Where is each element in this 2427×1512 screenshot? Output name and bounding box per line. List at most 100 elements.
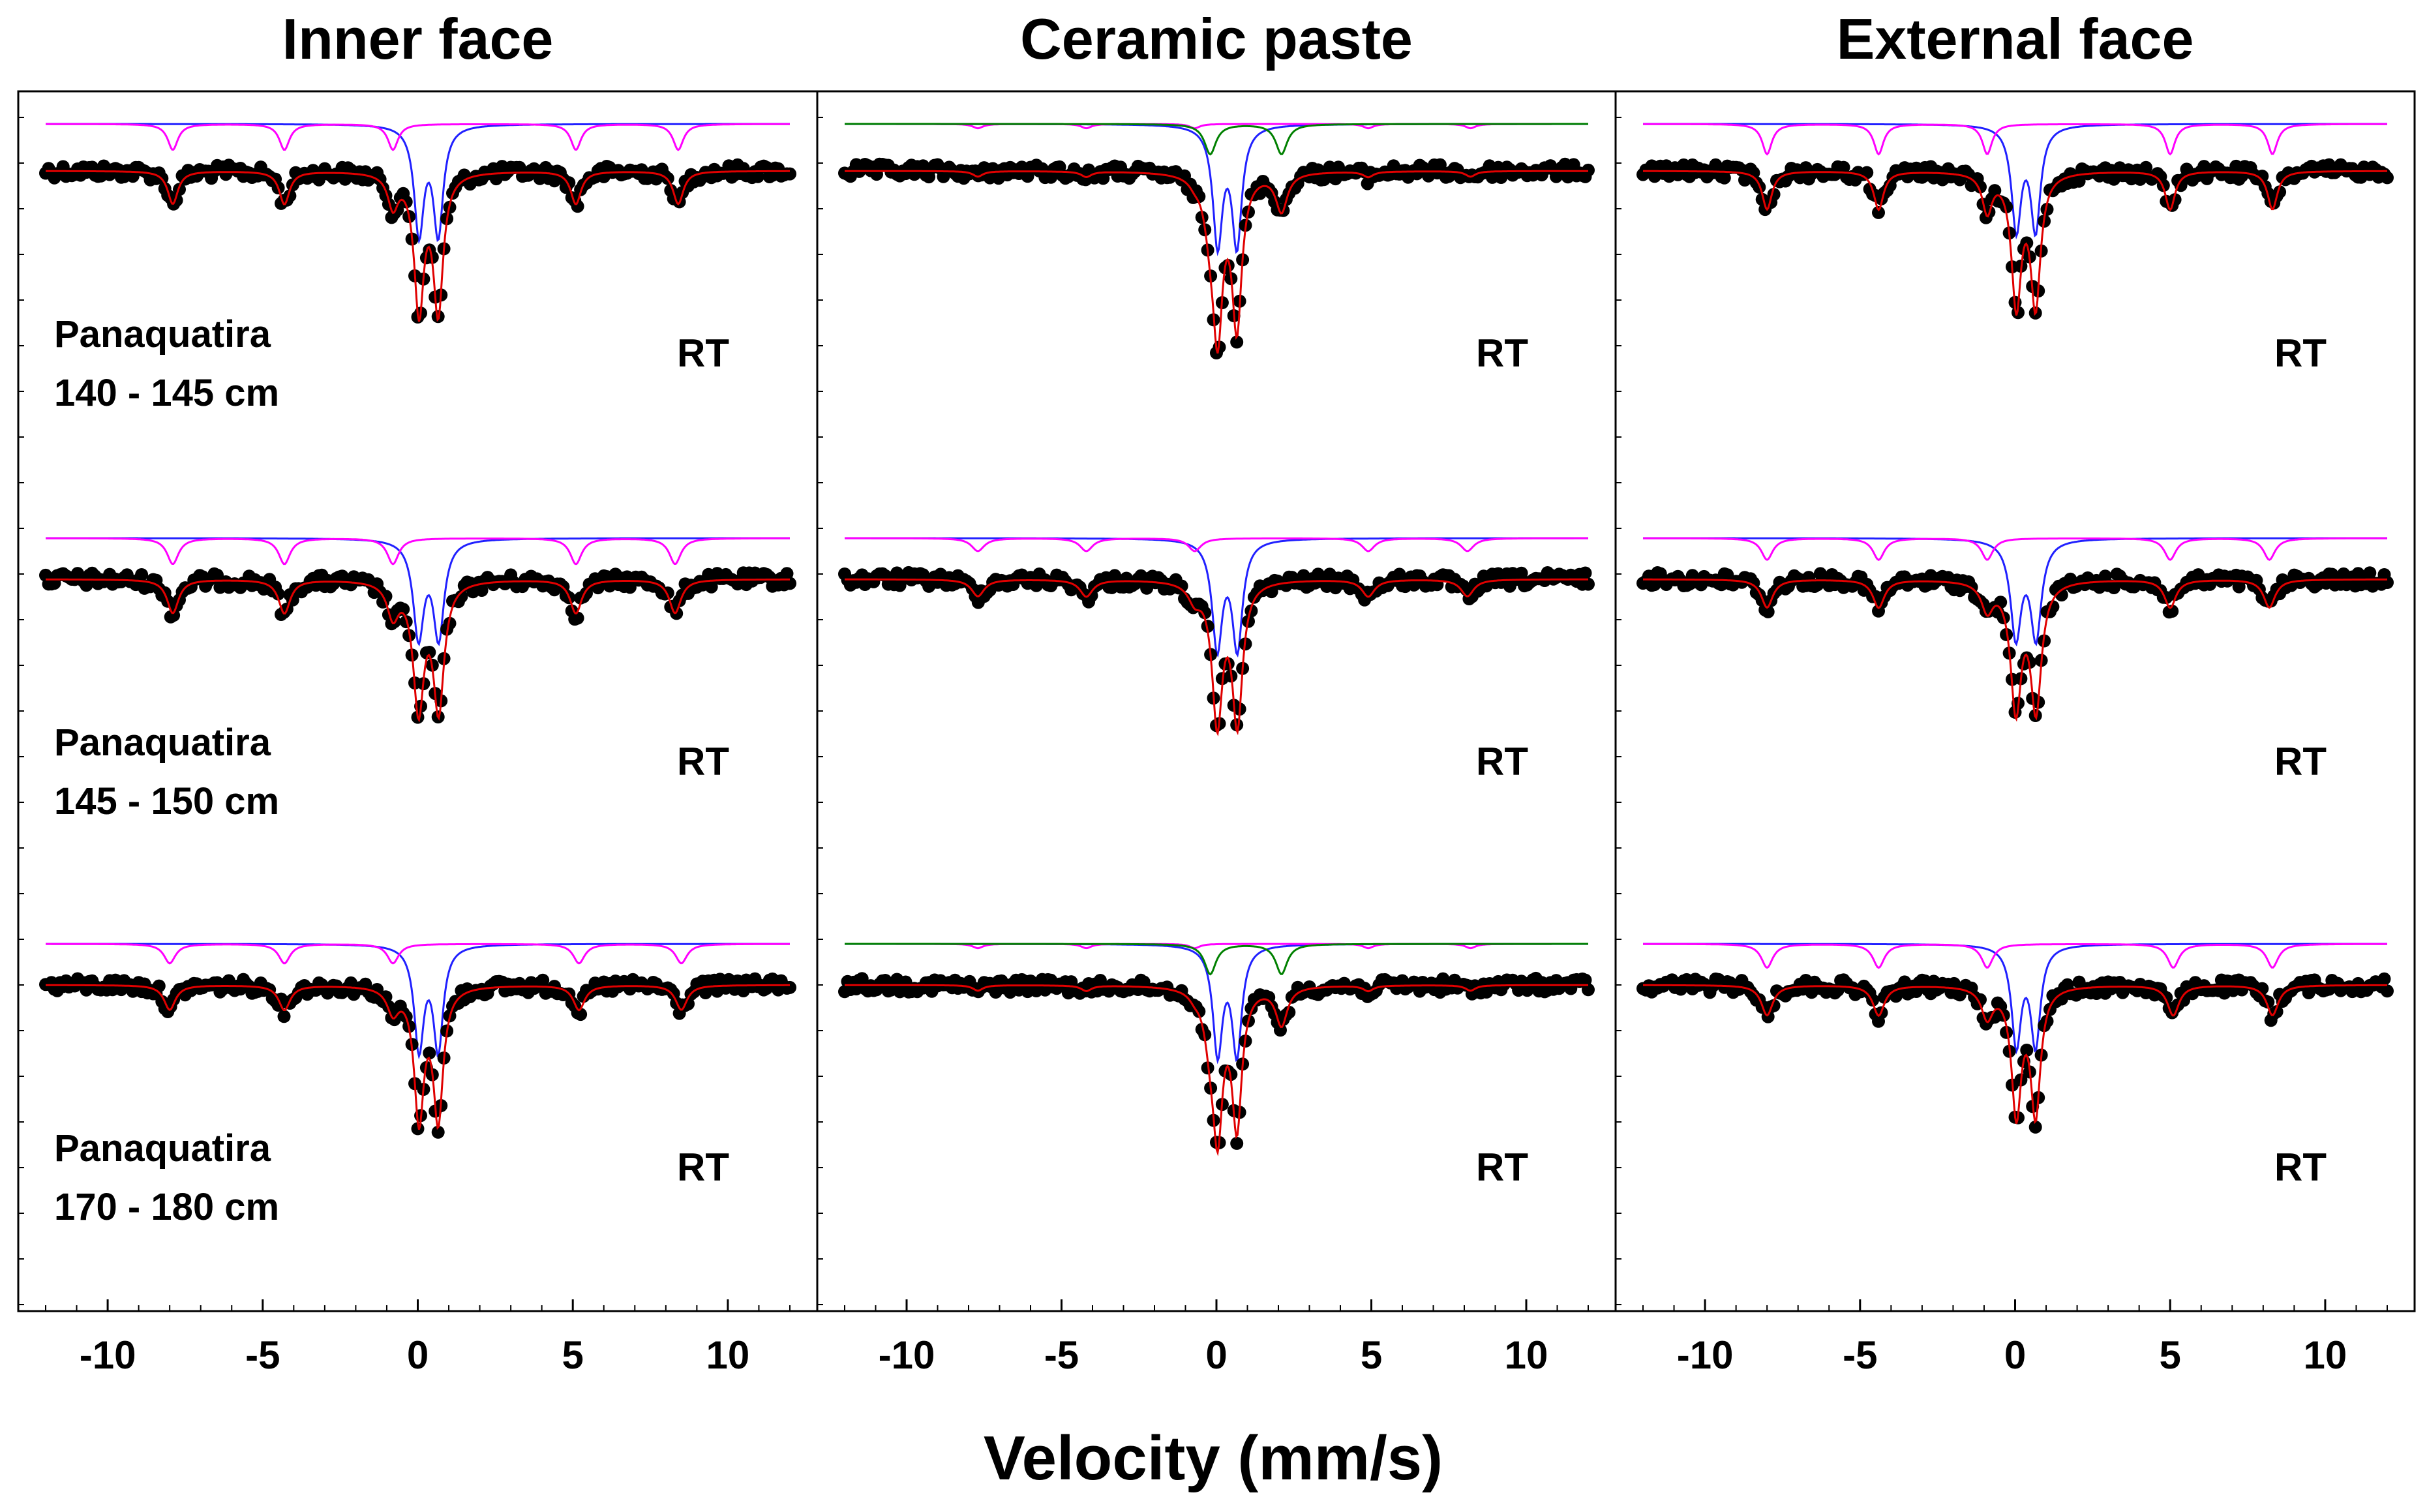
column-title: Inner face (282, 7, 554, 71)
data-point (1872, 205, 1885, 219)
spectra-layer (39, 123, 2394, 1157)
sample-label-line1: Panaquatira (54, 721, 271, 764)
x-tick-label: 0 (407, 1333, 429, 1377)
doublet-component-line (46, 943, 790, 1060)
sextet-component-line (46, 123, 790, 151)
data-point (379, 990, 393, 1004)
spectrum-panel (39, 537, 796, 724)
spectrum-panel (1636, 123, 2394, 320)
data-point (574, 1008, 588, 1021)
spectrum-panel (838, 123, 1595, 359)
total-fit-line (46, 170, 790, 322)
spectrum-panel (838, 537, 1595, 737)
x-axis-title: Velocity (mm/s) (984, 1423, 1443, 1493)
data-point (699, 986, 712, 999)
data-point (1244, 604, 1258, 618)
data-point (1582, 577, 1595, 591)
temperature-label: RT (677, 740, 729, 783)
data-point (1582, 983, 1595, 997)
data-point (2377, 972, 2391, 986)
data-point (2232, 580, 2246, 594)
data-point (571, 611, 584, 625)
total-fit-line (45, 578, 790, 723)
temperature-label: RT (677, 331, 729, 375)
spectrum-panel (1636, 943, 2394, 1134)
column-title: Ceramic paste (1020, 7, 1413, 71)
sample-label-line1: Panaquatira (54, 313, 271, 355)
sextet-component-line (1643, 943, 2387, 969)
data-point (423, 1046, 436, 1060)
data-point (1974, 993, 1987, 1006)
data-point (1230, 1136, 1244, 1150)
temperature-label: RT (677, 1145, 729, 1189)
data-point (1578, 566, 1592, 580)
data-point (855, 972, 869, 986)
data-point (1761, 605, 1775, 618)
data-point (1717, 171, 1731, 185)
data-point (1988, 184, 2002, 198)
data-point (536, 973, 550, 987)
data-point (443, 616, 457, 630)
data-point (2072, 174, 2086, 188)
x-tick-label: 5 (2160, 1333, 2181, 1377)
data-point (277, 1010, 291, 1023)
data-point (704, 580, 718, 594)
total-fit-line (845, 170, 1588, 354)
sextet-component-line (1643, 123, 2387, 156)
data-point (783, 167, 796, 181)
temperature-label: RT (1476, 740, 1528, 783)
sample-label-line2: 145 - 150 cm (54, 780, 279, 823)
doublet-component-line (46, 123, 790, 245)
data-point (423, 646, 436, 659)
data-point (2381, 984, 2394, 998)
x-tick-label: -10 (80, 1333, 136, 1377)
doublet-component-line (1643, 537, 2387, 647)
sextet-component-line (1643, 537, 2387, 561)
spectrum-panel (39, 943, 796, 1139)
second-doublet-component-line (845, 123, 1588, 156)
spectrum-panel (1636, 537, 2394, 722)
column-title: External face (1837, 7, 2194, 71)
data-point (2028, 1120, 2042, 1134)
data-point (80, 579, 93, 592)
data-point (1230, 335, 1244, 349)
data-point (2040, 1014, 2054, 1028)
sextet-component-line (845, 943, 1588, 950)
spectrum-panel (39, 123, 796, 324)
data-point (1192, 190, 1206, 204)
temperature-label: RT (1476, 1145, 1528, 1189)
x-tick-label: -10 (879, 1333, 935, 1377)
data-point (2381, 576, 2394, 589)
data-point (2363, 566, 2377, 580)
x-tick-label: -5 (1843, 1333, 1877, 1377)
data-point (399, 195, 413, 209)
data-point (1274, 1023, 1287, 1037)
sextet-component-line (845, 123, 1588, 130)
sample-label-line1: Panaquatira (54, 1127, 271, 1170)
temperature-label: RT (2274, 331, 2327, 375)
second-doublet-component-line (845, 943, 1588, 976)
doublet-component-line (1643, 943, 2387, 1055)
data-point (2000, 1025, 2013, 1039)
data-point (2020, 1044, 2034, 1057)
x-tick-label: 10 (1505, 1333, 1548, 1377)
temperature-label: RT (2274, 740, 2327, 783)
total-fit-line (1643, 170, 2387, 316)
data-point (1175, 579, 1188, 593)
x-tick-label: 0 (2004, 1333, 2026, 1377)
total-fit-line (845, 984, 1588, 1157)
x-tick-label: 0 (1205, 1333, 1227, 1377)
x-tick-label: 10 (706, 1333, 750, 1377)
temperature-label: RT (2274, 1145, 2327, 1189)
data-point (135, 568, 149, 581)
text-layer: Inner face -10 -5 0 5 10 Panaquatira 140 - 145 … (54, 7, 2347, 1377)
data-point (1230, 718, 1244, 732)
spectrum-panel (838, 943, 1595, 1157)
data-point (1515, 566, 1528, 580)
x-tick-label: 10 (2304, 1333, 2347, 1377)
temperature-label: RT (1476, 331, 1528, 375)
x-tick-label: 5 (562, 1333, 584, 1377)
x-tick-label: -10 (1677, 1333, 1734, 1377)
data-point (455, 590, 468, 603)
data-point (2255, 982, 2269, 995)
